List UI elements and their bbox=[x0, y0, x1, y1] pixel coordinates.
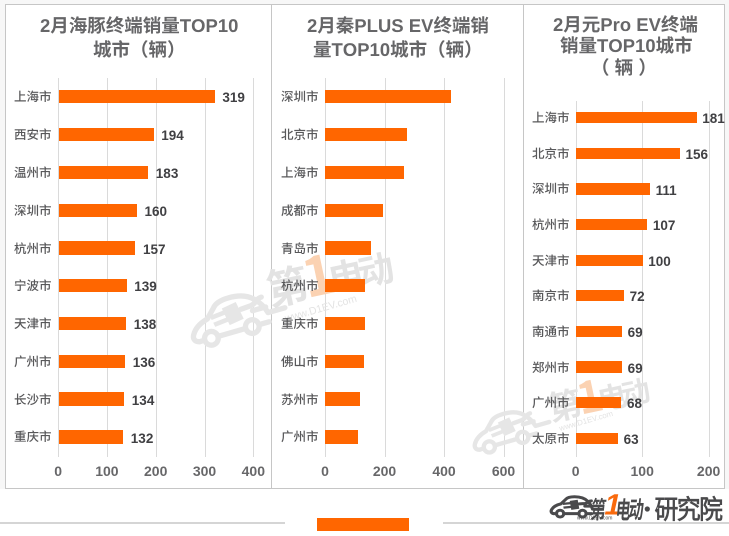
svg-text:www.D1EV.com: www.D1EV.com bbox=[577, 516, 612, 522]
